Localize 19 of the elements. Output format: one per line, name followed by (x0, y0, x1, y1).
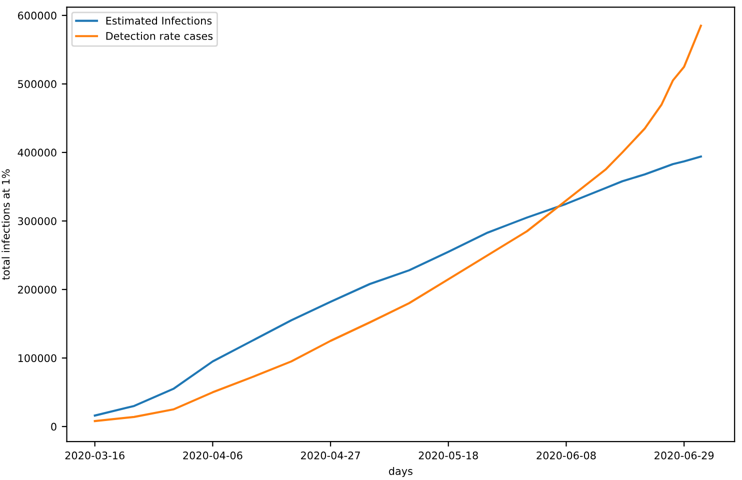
y-tick-label: 200000 (18, 286, 56, 294)
x-axis-title: days (388, 466, 412, 478)
x-tick-label: 2020-04-06 (183, 452, 242, 460)
line-series (94, 156, 702, 417)
y-tick-label: 100000 (18, 354, 56, 362)
y-tick-label: 400000 (18, 148, 56, 157)
y-tick-label: 600000 (18, 12, 56, 20)
y-tick-label: 0 (51, 422, 56, 431)
x-tick-label: 2020-05-18 (418, 452, 478, 460)
x-tick-label: 2020-04-27 (301, 452, 360, 460)
line-series (94, 24, 702, 422)
y-tick-label: 300000 (18, 217, 56, 226)
x-tick-label: 2020-06-29 (654, 452, 714, 460)
x-tick-label: 2020-06-08 (536, 452, 596, 460)
legend-label: Estimated Infections (106, 16, 212, 25)
y-tick-label: 500000 (18, 80, 56, 88)
y-axis-title: total infections at 1% (2, 169, 10, 280)
legend-label: Detection rate cases (106, 32, 213, 40)
x-tick-label: 2020-03-16 (65, 452, 124, 460)
